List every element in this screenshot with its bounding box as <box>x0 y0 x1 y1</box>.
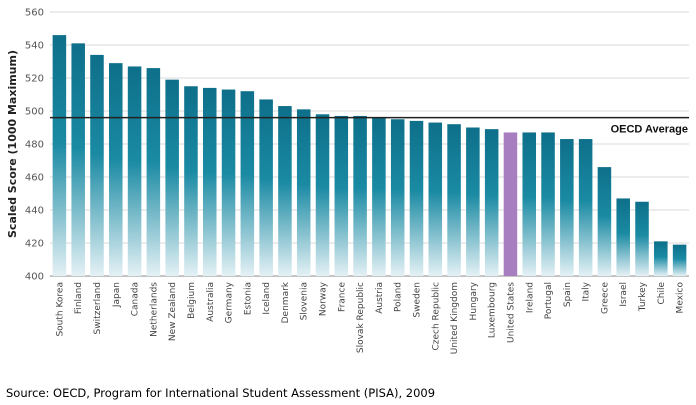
category-label: Mexico <box>676 282 686 314</box>
bar-australia <box>202 87 217 277</box>
y-tick-label: 400 <box>25 272 44 283</box>
y-tick-label: 460 <box>25 173 44 184</box>
category-label: Estonia <box>243 282 253 315</box>
category-label: South Korea <box>55 282 65 337</box>
category-label: Australia <box>206 282 216 322</box>
bar-turkey <box>635 201 649 276</box>
bar-belgium <box>184 86 198 276</box>
category-label: Italy <box>582 281 592 301</box>
bar-chart: 400 420 440 460 480 500 520 540 560 South Korea F… <box>6 8 689 354</box>
bar-denmark <box>278 106 292 276</box>
bar-slovenia <box>296 109 311 276</box>
category-label: Belgium <box>187 282 197 319</box>
bar-greece <box>597 167 612 276</box>
bar-united-kingdom <box>447 124 461 276</box>
bar-estonia <box>240 91 255 276</box>
y-tick-label: 420 <box>25 239 44 250</box>
category-label: Portugal <box>544 282 554 319</box>
bar-iceland <box>259 99 273 276</box>
y-tick-labels: 400 420 440 460 480 500 520 540 560 <box>25 8 44 283</box>
category-label: Turkey <box>638 281 648 312</box>
bar-canada <box>127 66 142 276</box>
bar-chile <box>654 241 668 276</box>
category-labels: South Korea Finland Switzerland Japan Canada… <box>55 281 685 354</box>
category-label: Greece <box>600 282 610 314</box>
category-label: Slovenia <box>300 282 310 320</box>
bar-finland <box>71 43 85 276</box>
y-tick-label: 500 <box>25 107 44 118</box>
y-tick-label: 520 <box>25 74 44 85</box>
y-tick-label: 440 <box>25 206 44 217</box>
category-label: Japan <box>112 282 122 308</box>
bar-france <box>334 115 349 276</box>
category-label: Slovak Republic <box>356 282 366 353</box>
category-label: Austria <box>375 282 385 314</box>
category-label: France <box>337 282 347 312</box>
category-label: United States <box>506 282 516 343</box>
bar-israel <box>616 198 630 276</box>
y-axis-label: Scaled Score (1000 Maximum) <box>6 50 19 238</box>
bar-czech-republic <box>428 122 443 276</box>
bar-austria <box>372 117 386 276</box>
category-label: Spain <box>563 282 573 307</box>
bar-netherlands <box>146 68 161 276</box>
bar-mexico <box>672 244 687 276</box>
category-label: Finland <box>74 282 84 314</box>
bar-new-zealand <box>165 79 179 277</box>
bar-sweden <box>409 120 424 277</box>
y-tick-label: 480 <box>25 140 44 151</box>
category-label: Germany <box>225 281 235 323</box>
bar-poland <box>390 119 405 276</box>
bar-norway <box>315 114 330 276</box>
category-label: Czech Republic <box>431 282 441 351</box>
category-label: Switzerland <box>93 282 103 335</box>
source-note: Source: OECD, Program for International … <box>6 386 436 400</box>
bars <box>52 35 687 277</box>
y-tick-label: 540 <box>25 41 44 52</box>
bar-portugal <box>541 132 555 276</box>
category-label: Netherlands <box>149 282 159 337</box>
category-label: Poland <box>394 282 404 312</box>
category-label: Israel <box>619 282 629 307</box>
category-label: United Kingdom <box>450 282 460 354</box>
category-label: Hungary <box>469 281 479 320</box>
y-tick-label: 560 <box>25 8 44 19</box>
bar-hungary <box>466 127 480 276</box>
category-label: Ireland <box>525 282 535 313</box>
bar-south-korea <box>52 35 67 276</box>
bar-italy <box>578 139 593 276</box>
bar-spain <box>560 139 574 276</box>
bar-slovak-republic <box>353 115 367 276</box>
category-label: Sweden <box>412 282 422 318</box>
category-label: Norway <box>319 281 329 316</box>
category-label: Denmark <box>281 281 291 323</box>
bar-japan <box>109 63 123 277</box>
bar-ireland <box>522 132 537 276</box>
bar-germany <box>221 89 236 276</box>
category-label: Chile <box>657 282 667 305</box>
bar-switzerland <box>90 54 104 277</box>
bar-luxembourg <box>484 129 499 276</box>
category-label: Canada <box>131 282 141 316</box>
category-label: Luxembourg <box>488 282 498 338</box>
oecd-average-label: OECD Average <box>611 124 688 136</box>
grid-lines <box>50 11 689 277</box>
category-label: New Zealand <box>168 282 178 341</box>
bar-united-states <box>503 132 518 276</box>
category-label: Iceland <box>262 282 272 315</box>
